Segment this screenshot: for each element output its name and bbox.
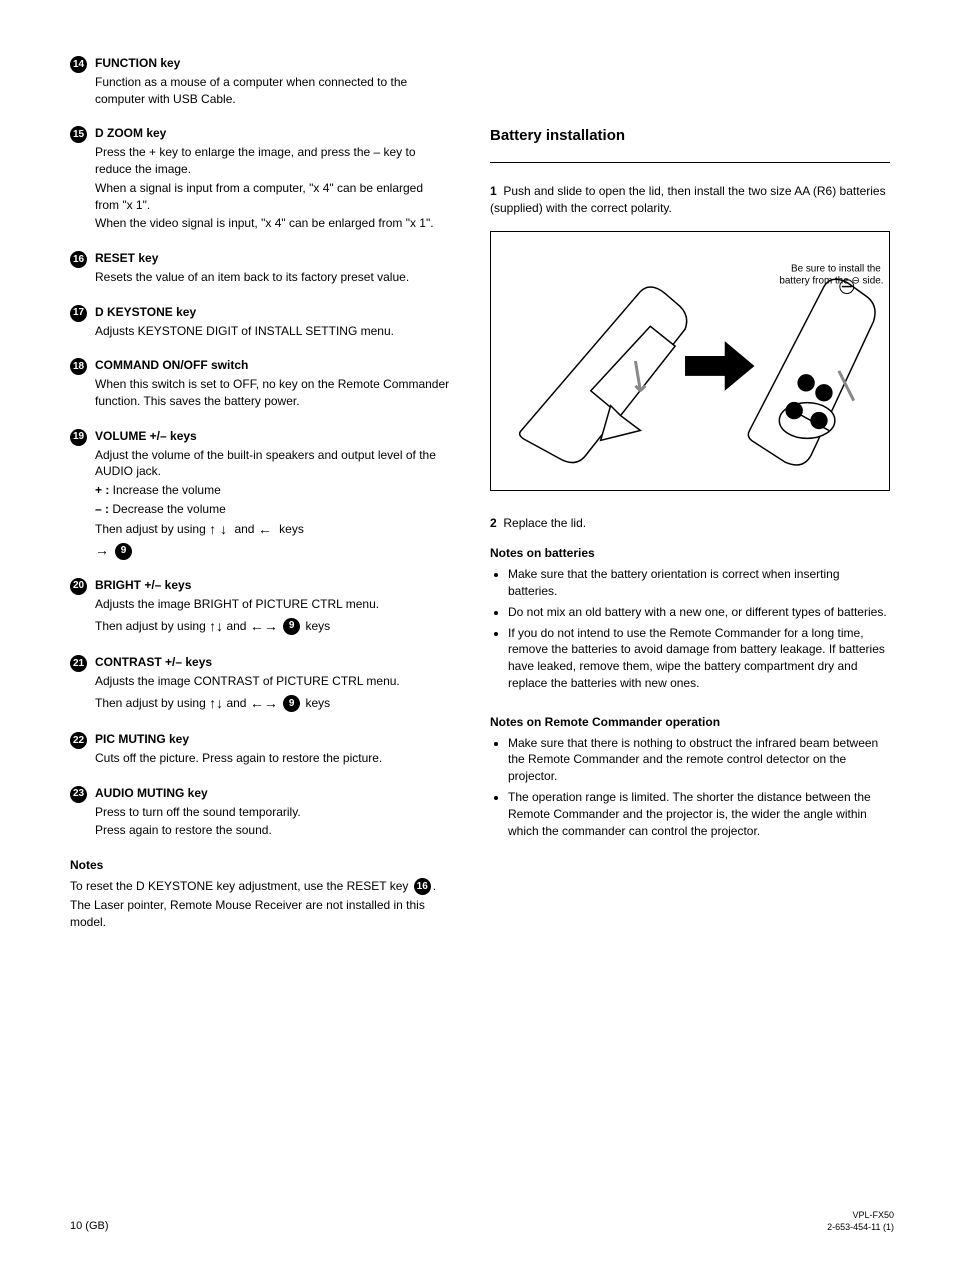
item-desc: Adjusts the image BRIGHT of PICTURE CTRL… [95, 596, 450, 636]
right-arrow-icon: → [264, 695, 278, 711]
item-desc: Adjusts the image CONTRAST of PICTURE CT… [95, 673, 450, 713]
item-desc: When this switch is set to OFF, no key o… [95, 376, 450, 410]
ref-badge: 9 [283, 618, 300, 635]
item-title: D KEYSTONE key [95, 304, 450, 321]
num-badge: 15 [70, 126, 87, 143]
svg-text:+: + [816, 416, 822, 427]
battery-heading: Battery installation [490, 125, 890, 146]
svg-text:−: − [791, 406, 797, 417]
item-22: 22 PIC MUTING key Cuts off the picture. … [70, 731, 450, 769]
item-18: 18 COMMAND ON/OFF switch When this switc… [70, 357, 450, 411]
num-badge: 14 [70, 56, 87, 73]
footer-model: VPL-FX50 2-653-454-11 (1) [827, 1209, 894, 1234]
item-title: RESET key [95, 250, 450, 267]
note-bullet: If you do not intend to use the Remote C… [508, 625, 890, 692]
section-divider [490, 162, 890, 163]
notes-remote-operation: Notes on Remote Commander operation Make… [490, 714, 890, 840]
left-arrow-icon: ← [250, 618, 264, 634]
item-desc: Adjust the volume of the built-in speake… [95, 447, 450, 518]
down-arrow-icon: ↓ [216, 695, 223, 711]
item-desc: Resets the value of an item back to its … [95, 269, 450, 286]
note-bullet: Do not mix an old battery with a new one… [508, 604, 890, 621]
item-title: FUNCTION key [95, 55, 450, 72]
item-title: CONTRAST +/– keys [95, 654, 450, 671]
num-badge: 16 [70, 251, 87, 268]
ref-row: → 9 [95, 541, 450, 561]
right-arrow-icon: → [95, 541, 109, 561]
num-badge: 23 [70, 786, 87, 803]
notes-title: Notes on batteries [490, 545, 890, 562]
right-arrow-icon: → [264, 618, 278, 634]
item-23: 23 AUDIO MUTING key Press to turn off th… [70, 785, 450, 841]
item-desc: Cuts off the picture. Press again to res… [95, 750, 450, 767]
down-arrow-icon: ↓ [216, 618, 223, 634]
num-badge: 21 [70, 655, 87, 672]
left-notes: Notes To reset the D KEYSTONE key adjust… [70, 857, 450, 931]
item-title: D ZOOM key [95, 125, 450, 142]
item-title: PIC MUTING key [95, 731, 450, 748]
item-20: 20 BRIGHT +/– keys Adjusts the image BRI… [70, 577, 450, 638]
item-desc: Press to turn off the sound temporarily.… [95, 804, 450, 840]
item-title: BRIGHT +/– keys [95, 577, 450, 594]
ref-badge: 9 [115, 543, 132, 560]
num-badge: 17 [70, 305, 87, 322]
item-19: 19 VOLUME +/– keys Adjust the volume of … [70, 428, 450, 561]
step-2: 2 Replace the lid. [490, 515, 890, 532]
item-desc: Function as a mouse of a computer when c… [95, 74, 450, 108]
item-desc: Adjusts KEYSTONE DIGIT of INSTALL SETTIN… [95, 323, 450, 340]
num-badge: 19 [70, 429, 87, 446]
notes-title: Notes [70, 857, 450, 874]
item-title: AUDIO MUTING key [95, 785, 450, 802]
ref-badge: 16 [414, 878, 431, 895]
fig-caption: Be sure to install the battery from the … [779, 263, 883, 286]
left-column: 14 FUNCTION key Function as a mouse of a… [70, 55, 450, 933]
notes-title: Notes on Remote Commander operation [490, 714, 890, 731]
up-arrow-icon: ↑ [209, 520, 216, 540]
left-arrow-icon: ← [250, 695, 264, 711]
item-title: COMMAND ON/OFF switch [95, 357, 450, 374]
notes-batteries: Notes on batteries Make sure that the ba… [490, 545, 890, 691]
item-15: 15 D ZOOM key Press the + key to enlarge… [70, 125, 450, 234]
down-arrow-icon: ↓ [220, 520, 227, 540]
note-bullet: Make sure that the battery orientation i… [508, 566, 890, 600]
page-number: 10 (GB) [70, 1219, 109, 1234]
item-17: 17 D KEYSTONE key Adjusts KEYSTONE DIGIT… [70, 304, 450, 342]
item-title: VOLUME +/– keys [95, 428, 450, 445]
item-21: 21 CONTRAST +/– keys Adjusts the image C… [70, 654, 450, 715]
num-badge: 20 [70, 578, 87, 595]
arrow-row: Then adjust by using ↑ ↓ and ← keys [95, 520, 450, 540]
note-bullet: The operation range is limited. The shor… [508, 789, 890, 839]
left-arrow-icon: ← [258, 520, 272, 540]
item-14: 14 FUNCTION key Function as a mouse of a… [70, 55, 450, 109]
note-bullet: Make sure that there is nothing to obstr… [508, 735, 890, 785]
battery-illustration: + − − + Be sure to install the battery f… [490, 231, 890, 491]
item-desc: Press the + key to enlarge the image, an… [95, 144, 450, 232]
svg-text:−: − [821, 388, 827, 399]
ref-badge: 9 [283, 695, 300, 712]
step-1: 1 Push and slide to open the lid, then i… [490, 183, 890, 217]
num-badge: 22 [70, 732, 87, 749]
svg-text:+: + [803, 378, 809, 389]
num-badge: 18 [70, 358, 87, 375]
right-column: Battery installation 1 Push and slide to… [490, 55, 890, 933]
item-16: 16 RESET key Resets the value of an item… [70, 250, 450, 288]
